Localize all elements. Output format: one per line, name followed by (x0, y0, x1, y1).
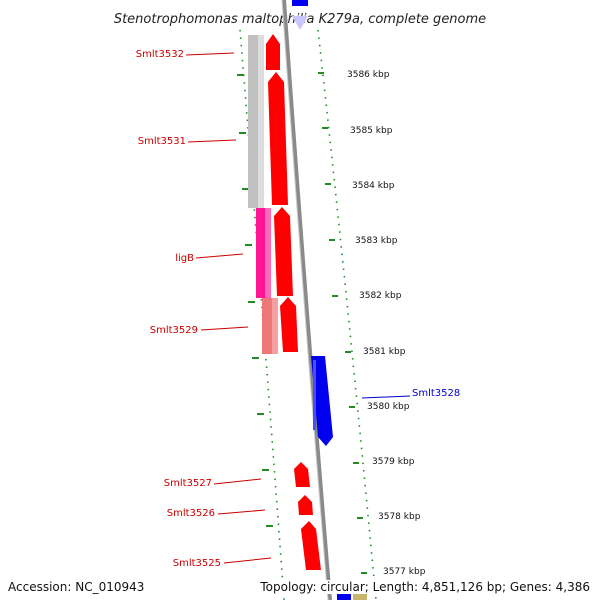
gene-label-smlt3527[interactable]: Smlt3527 (164, 478, 212, 489)
position-label: 3583 kbp (355, 236, 398, 246)
outer-ticks (318, 72, 367, 574)
genome-summary: Topology: circular; Length: 4,851,126 bp… (260, 580, 590, 594)
position-label: 3585 kbp (350, 126, 393, 136)
position-label: 3584 kbp (352, 181, 395, 191)
position-label: 3586 kbp (347, 70, 390, 80)
gene-leader-lines (185, 52, 411, 564)
gene-arrow-smlt3526[interactable] (298, 495, 313, 515)
inner-ticks (237, 74, 273, 527)
gene-arrow-ligB[interactable] (274, 207, 293, 296)
dotted-track-outer (317, 29, 377, 600)
position-label: 3579 kbp (372, 457, 415, 467)
gene-label-smlt3529[interactable]: Smlt3529 (150, 325, 198, 336)
gene-arrow-smlt3529[interactable] (280, 297, 298, 352)
gene-label-smlt3528[interactable]: Smlt3528 (412, 388, 460, 399)
accession-label: Accession: NC_010943 (8, 580, 145, 594)
bottom-feature-tan (353, 592, 367, 600)
gene-arrow-smlt3528[interactable] (311, 356, 333, 446)
gene-arrow-smlt3525[interactable] (301, 521, 321, 570)
bottom-feature-blue (337, 592, 351, 600)
top-feature-lavender (292, 16, 308, 30)
position-label: 3581 kbp (363, 347, 406, 357)
top-feature-blue (292, 0, 308, 6)
gene-label-smlt3525[interactable]: Smlt3525 (173, 558, 221, 569)
gene-label-ligB[interactable]: ligB (175, 253, 194, 264)
position-label: 3577 kbp (383, 567, 426, 577)
gene-arrow-smlt3532[interactable] (266, 34, 280, 70)
gene-label-smlt3531[interactable]: Smlt3531 (138, 136, 186, 147)
gene-arrow-smlt3531[interactable] (268, 72, 288, 205)
genome-backbone (282, 0, 332, 600)
gene-label-smlt3526[interactable]: Smlt3526 (167, 508, 215, 519)
gene-label-smlt3532[interactable]: Smlt3532 (136, 49, 184, 60)
position-label: 3582 kbp (359, 291, 402, 301)
gene-arrow-smlt3527[interactable] (294, 462, 310, 487)
position-label: 3578 kbp (378, 512, 421, 522)
position-label: 3580 kbp (367, 402, 410, 412)
